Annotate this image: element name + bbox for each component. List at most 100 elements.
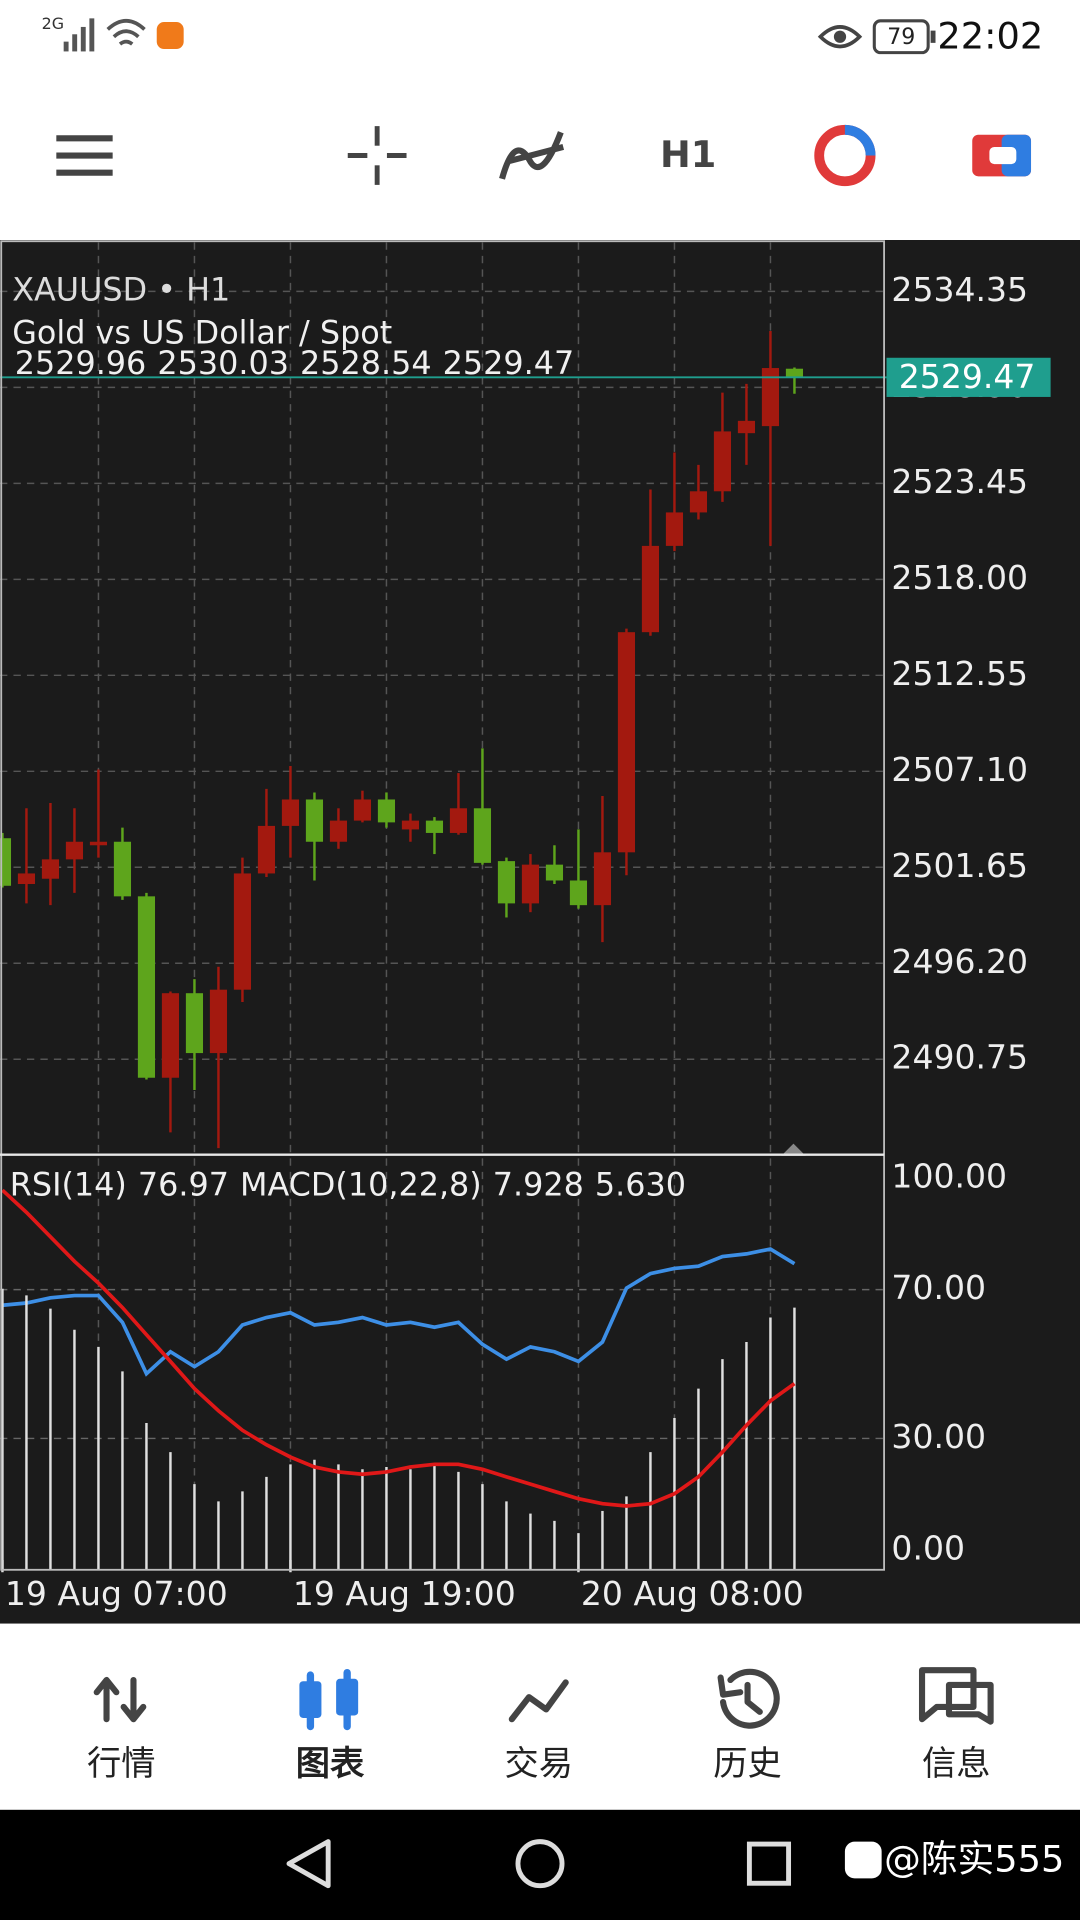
network-type: 2G [42,14,64,33]
candle-body [497,861,516,904]
nav-item[interactable]: 信息 [918,1667,994,1784]
eye-pupil [833,30,847,43]
timeframe-button[interactable]: H1 [660,133,716,176]
candle-body [449,808,468,833]
candle-body [209,989,228,1054]
candle-body [305,799,324,842]
y-tick-label: 2523.45 [891,462,1028,501]
candle-body [0,838,12,886]
price-plot [0,242,885,1570]
candle-body [257,825,276,874]
clock: 22:02 [937,14,1043,57]
x-tick-label: 19 Aug 19:00 [293,1574,516,1613]
candle-body [377,799,396,823]
y-tick-label: 2507.10 [891,750,1028,789]
crosshair-button[interactable] [347,126,407,185]
ohlc-line: 2529.96 2530.03 2528.54 2529.47 [15,344,575,382]
bottom-nav: 行情 图表 交易 历史 信息 [87,1667,994,1785]
ohlc-value: 2528.54 [300,344,432,382]
candle-body [785,368,804,378]
nav-label: 图表 [296,1744,365,1784]
candle-body [41,859,60,879]
chart-subtitle: Gold vs US Dollar / Spot [12,313,392,351]
recents-button[interactable] [746,1841,792,1886]
ohlc-value: 2529.96 [15,344,147,382]
candle-body [161,993,180,1078]
system-nav-bg [0,1809,1080,1920]
indicators-button[interactable] [499,131,565,180]
nav-item[interactable]: 行情 [87,1676,156,1784]
watermark: @陈实555 [884,1838,1064,1881]
candle-body [17,873,36,885]
candle-body [689,491,708,513]
panel-handle [781,1143,806,1156]
home-button[interactable] [515,1839,565,1889]
candle-body [137,896,156,1078]
macd-name: MACD(10,22,8) [240,1166,482,1204]
chart-bg [0,240,1080,1624]
candle-body [233,873,252,990]
y-tick-label: 2490.75 [891,1038,1028,1077]
nav-item[interactable]: 交易 [505,1679,574,1784]
nav-label: 信息 [922,1744,991,1784]
nav-icon [299,1668,359,1731]
chart: 2490.75 2496.20 2501.65 2507.10 2512.55 2518.… [0,240,1051,1613]
nav-icon [508,1679,569,1723]
y-tick-label: 2518.00 [891,558,1028,597]
ohlc-value: 2529.47 [443,344,575,382]
candle-body [401,820,420,830]
indicator-header: RSI(14) 76.97 MACD(10,22,8) 7.928 5.630 [10,1166,686,1204]
candle-body [593,852,612,906]
nav-item[interactable]: 图表 [296,1668,365,1785]
y-tick-label: 2534.35 [891,270,1028,309]
nav-item[interactable]: 历史 [713,1668,782,1784]
price-label-bg [886,357,1051,397]
candle-body [353,799,372,821]
nav-icon [717,1668,780,1729]
candle-body [65,841,84,860]
y-tick-label: 2496.20 [891,942,1028,981]
battery-level: 79 [887,25,915,50]
y-tick-label: 70.00 [891,1268,986,1307]
candle-body [521,864,540,904]
candle-body [185,993,204,1054]
candle-body [329,820,348,842]
history-button-arc [844,124,876,156]
candle-body [641,545,660,633]
y-tick-label: 0.00 [891,1529,965,1568]
plot-frame [0,240,885,1571]
candle-body [737,420,756,434]
candle-body [89,841,108,846]
y-tick-label: 2512.55 [891,654,1028,693]
watermark-logo [844,1841,882,1879]
chart-title: XAUUSD • H1 [12,270,230,308]
candle-body [617,632,636,853]
candle-body [281,799,300,826]
candle-body [113,841,132,897]
macd-value: 7.928 [493,1166,584,1204]
rsi-name: RSI(14) [10,1166,127,1204]
wifi-icon [106,18,146,46]
trade-button-knob [989,146,1017,165]
nav-label: 行情 [87,1744,156,1784]
bottom-nav-bg [0,1623,1080,1810]
nav-icon [93,1676,147,1723]
menu-button[interactable] [56,135,113,176]
price-label: 2529.47 [899,357,1036,396]
signal-icon [63,18,95,52]
y-tick-label: 30.00 [891,1417,986,1456]
nav-label: 交易 [505,1744,574,1784]
candle-body [473,808,492,863]
candle-body [569,880,588,906]
eye-icon [817,25,863,49]
back-button[interactable] [286,1839,331,1889]
rsi-value: 76.97 [138,1166,229,1204]
ohlc-value: 2530.03 [157,344,289,382]
signal-value: 5.630 [595,1166,686,1204]
y-tick-label: 100.00 [891,1156,1007,1195]
indicator-line [2,1247,796,1377]
candle-body [665,512,684,546]
